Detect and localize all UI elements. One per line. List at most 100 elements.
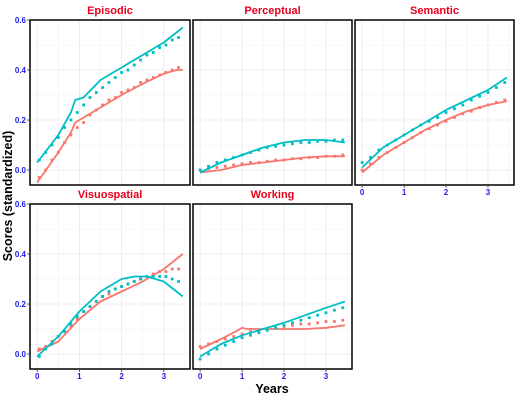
- data-point: [37, 355, 41, 358]
- data-point: [385, 143, 389, 147]
- data-point: [215, 161, 219, 164]
- data-point: [385, 151, 389, 154]
- data-point: [164, 43, 168, 47]
- data-point: [341, 306, 345, 310]
- data-point: [223, 158, 227, 162]
- data-point: [50, 342, 54, 346]
- data-point: [291, 142, 294, 146]
- x-tick-label: 3: [324, 372, 329, 381]
- data-point: [494, 86, 498, 89]
- data-point: [377, 148, 381, 152]
- data-point: [402, 133, 406, 137]
- data-point: [207, 164, 210, 168]
- data-point: [316, 139, 319, 143]
- data-point: [299, 141, 303, 144]
- data-point: [63, 126, 67, 129]
- data-point: [232, 156, 236, 159]
- data-point: [37, 347, 41, 351]
- data-point: [249, 151, 252, 154]
- data-point: [63, 141, 67, 144]
- x-tick-label: 0: [35, 372, 40, 381]
- data-point: [274, 144, 278, 148]
- data-point: [69, 118, 73, 122]
- gridlines: [193, 203, 352, 369]
- x-tick-label: 1: [240, 372, 245, 381]
- data-point: [75, 315, 79, 318]
- x-tick-label: 0: [198, 372, 203, 381]
- data-point: [50, 143, 54, 147]
- y-tick-label: 0.0: [15, 350, 27, 359]
- data-point: [419, 131, 423, 134]
- data-point: [341, 138, 345, 142]
- x-axis-label: Years: [255, 382, 288, 396]
- data-point: [63, 330, 67, 333]
- data-point: [360, 161, 364, 164]
- data-point: [324, 154, 328, 158]
- panel-frame: [354, 19, 515, 186]
- data-point: [107, 292, 111, 296]
- panel-frame: [29, 19, 191, 186]
- panel-working: Working 0 1 2 3: [192, 189, 353, 381]
- series-b: [198, 138, 346, 174]
- data-point: [265, 159, 269, 163]
- data-point: [332, 154, 336, 158]
- panel-title: Visuospatial: [78, 189, 143, 201]
- data-point: [94, 108, 98, 112]
- data-point: [139, 277, 143, 281]
- data-point: [170, 68, 174, 72]
- data-point: [427, 119, 431, 123]
- data-point: [257, 331, 261, 335]
- data-point: [164, 270, 168, 273]
- data-point: [56, 136, 60, 139]
- data-point: [145, 78, 149, 82]
- data-point: [453, 107, 456, 111]
- series-a: [198, 318, 346, 350]
- data-point: [132, 86, 136, 89]
- data-point: [151, 272, 155, 276]
- data-point: [120, 71, 124, 74]
- data-point: [198, 345, 202, 348]
- data-point: [232, 163, 236, 167]
- data-point: [274, 326, 278, 330]
- data-point: [158, 73, 162, 77]
- data-point: [232, 335, 236, 338]
- data-point: [265, 146, 269, 149]
- data-point: [113, 96, 117, 99]
- y-tick-label: 0.4: [15, 250, 27, 259]
- data-point: [307, 156, 311, 159]
- data-point: [170, 277, 174, 281]
- data-point: [177, 36, 181, 39]
- data-point: [307, 322, 311, 326]
- data-point: [177, 66, 181, 69]
- data-point: [274, 158, 278, 162]
- data-point: [307, 316, 311, 320]
- data-point: [419, 123, 423, 127]
- data-point: [215, 340, 219, 343]
- data-point: [341, 318, 345, 322]
- y-tick-label: 0.0: [15, 166, 27, 175]
- data-point: [126, 68, 130, 72]
- x-tick-label: 0: [360, 188, 365, 197]
- panel-title: Working: [251, 189, 295, 201]
- data-point: [223, 164, 227, 168]
- data-point: [215, 347, 219, 351]
- data-point: [56, 335, 60, 338]
- data-point: [240, 153, 244, 157]
- data-point: [88, 305, 92, 308]
- series-line: [36, 69, 183, 184]
- data-point: [494, 101, 498, 104]
- data-point: [486, 103, 490, 107]
- data-point: [299, 322, 303, 326]
- data-point: [107, 98, 111, 102]
- data-point: [503, 98, 507, 102]
- data-point: [478, 94, 481, 98]
- data-point: [69, 325, 73, 328]
- data-point: [170, 38, 174, 42]
- data-point: [240, 336, 244, 340]
- panel-frame: [192, 19, 353, 186]
- data-point: [198, 357, 202, 361]
- data-point: [223, 343, 227, 347]
- data-point: [50, 158, 54, 162]
- data-point: [307, 141, 311, 144]
- data-point: [369, 156, 372, 159]
